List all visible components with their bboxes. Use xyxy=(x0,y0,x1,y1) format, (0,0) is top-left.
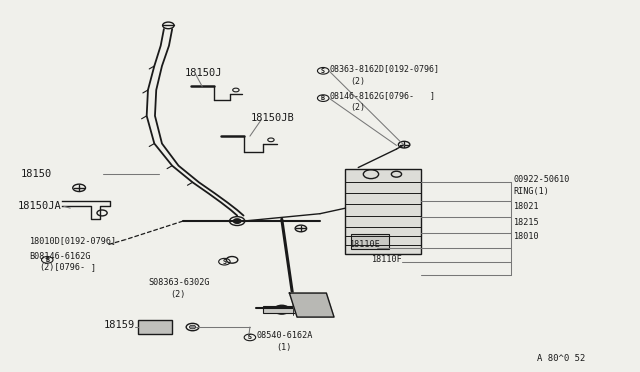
Bar xyxy=(346,169,420,254)
Text: S08363-6302G: S08363-6302G xyxy=(148,278,209,287)
Circle shape xyxy=(189,325,196,329)
Text: B08146-6162G: B08146-6162G xyxy=(29,251,90,261)
Text: 18110E: 18110E xyxy=(349,240,380,249)
Text: B: B xyxy=(321,95,325,101)
Text: 18150JA: 18150JA xyxy=(17,201,61,211)
Text: 18021: 18021 xyxy=(513,202,539,211)
Text: S: S xyxy=(222,259,227,265)
Text: 08540-6162A: 08540-6162A xyxy=(256,331,313,340)
Text: 18159: 18159 xyxy=(103,320,134,330)
Text: 18150: 18150 xyxy=(20,169,52,179)
Bar xyxy=(262,306,301,313)
Text: 18110F: 18110F xyxy=(371,254,402,264)
Text: 00922-50610: 00922-50610 xyxy=(513,175,570,184)
Text: 18150J: 18150J xyxy=(185,68,223,78)
Polygon shape xyxy=(289,293,334,317)
Bar xyxy=(138,320,172,334)
Text: 08363-8162D[0192-0796]: 08363-8162D[0192-0796] xyxy=(330,64,440,73)
Text: (2): (2) xyxy=(351,77,365,86)
Text: 18150JB: 18150JB xyxy=(251,113,295,123)
Text: S: S xyxy=(248,334,252,340)
Text: ]: ] xyxy=(91,263,96,272)
Text: (2): (2) xyxy=(170,291,186,299)
Text: (1): (1) xyxy=(276,343,292,352)
Text: (2): (2) xyxy=(351,103,365,112)
Text: S: S xyxy=(321,68,325,74)
Circle shape xyxy=(234,219,241,223)
Text: ]: ] xyxy=(429,91,435,100)
Text: B: B xyxy=(45,257,49,263)
Text: (2)[0796-: (2)[0796- xyxy=(40,263,86,272)
Text: A 80^0 52: A 80^0 52 xyxy=(537,354,585,363)
Text: 18010: 18010 xyxy=(513,232,539,241)
Text: 18010D[0192-0796]: 18010D[0192-0796] xyxy=(29,236,116,245)
Text: 08146-8162G[0796-: 08146-8162G[0796- xyxy=(330,91,415,100)
Bar xyxy=(351,234,389,249)
Text: RING(1): RING(1) xyxy=(513,187,549,196)
Text: 18215: 18215 xyxy=(513,218,539,227)
